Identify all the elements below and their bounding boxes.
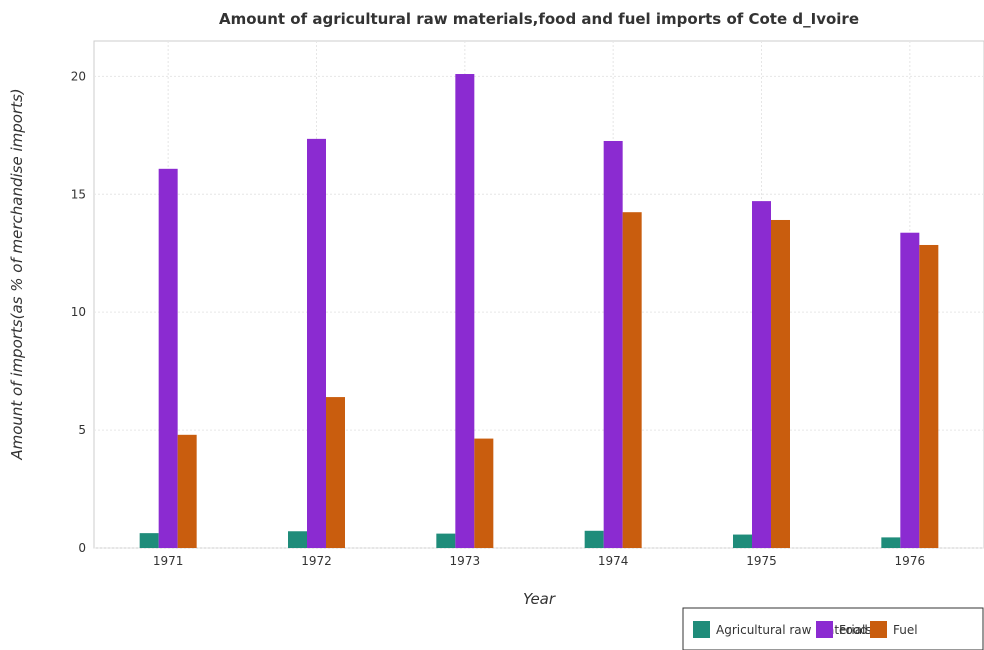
bar-food-1975 bbox=[752, 201, 771, 548]
legend-box bbox=[682, 607, 984, 650]
bar-agricultural-raw-materials-1973 bbox=[436, 533, 456, 548]
bar-food-1976 bbox=[900, 232, 920, 549]
y-tick-label: 15 bbox=[71, 187, 86, 201]
y-tick-label: 20 bbox=[71, 69, 86, 83]
legend-label: Fuel bbox=[893, 623, 918, 637]
x-tick-label: 1973 bbox=[450, 554, 481, 568]
bar-agricultural-raw-materials-1974 bbox=[584, 530, 604, 548]
bar-fuel-1974 bbox=[622, 212, 642, 548]
bars bbox=[139, 74, 939, 549]
y-axis-title: Amount of imports(as % of merchandise im… bbox=[8, 88, 26, 460]
bar-food-1974 bbox=[603, 140, 623, 549]
bar-food-1971 bbox=[158, 168, 178, 548]
bar-agricultural-raw-materials-1975 bbox=[733, 534, 752, 548]
bar-food-1972 bbox=[307, 138, 326, 548]
y-tick-label: 5 bbox=[78, 423, 86, 437]
bar-fuel-1972 bbox=[326, 397, 345, 548]
legend-swatch bbox=[870, 621, 887, 638]
y-tick-label: 0 bbox=[78, 541, 86, 555]
bar-agricultural-raw-materials-1972 bbox=[288, 531, 307, 548]
bar-agricultural-raw-materials-1971 bbox=[139, 533, 159, 548]
chart-title: Amount of agricultural raw materials,foo… bbox=[219, 10, 859, 28]
x-tick-label: 1974 bbox=[598, 554, 629, 568]
x-tick-label: 1972 bbox=[301, 554, 332, 568]
bar-fuel-1973 bbox=[474, 438, 494, 548]
legend-label: Food bbox=[839, 623, 868, 637]
x-tick-label: 1971 bbox=[153, 554, 184, 568]
legend-swatch bbox=[816, 621, 833, 638]
grid bbox=[93, 40, 984, 549]
x-axis-title: Year bbox=[523, 590, 556, 608]
legend-swatch bbox=[693, 621, 710, 638]
x-tick-label: 1975 bbox=[746, 554, 777, 568]
axes: 0 5 10 15 20 1971 1972 1973 1974 1975 1976 bbox=[71, 69, 925, 568]
bar-agricultural-raw-materials-1976 bbox=[881, 537, 901, 548]
bar-fuel-1975 bbox=[771, 219, 790, 548]
bar-food-1973 bbox=[455, 74, 475, 549]
bar-fuel-1971 bbox=[177, 434, 197, 548]
x-tick-label: 1976 bbox=[895, 554, 926, 568]
plot-frame bbox=[93, 40, 984, 549]
y-tick-label: 10 bbox=[71, 305, 86, 319]
bar-fuel-1976 bbox=[919, 244, 939, 548]
